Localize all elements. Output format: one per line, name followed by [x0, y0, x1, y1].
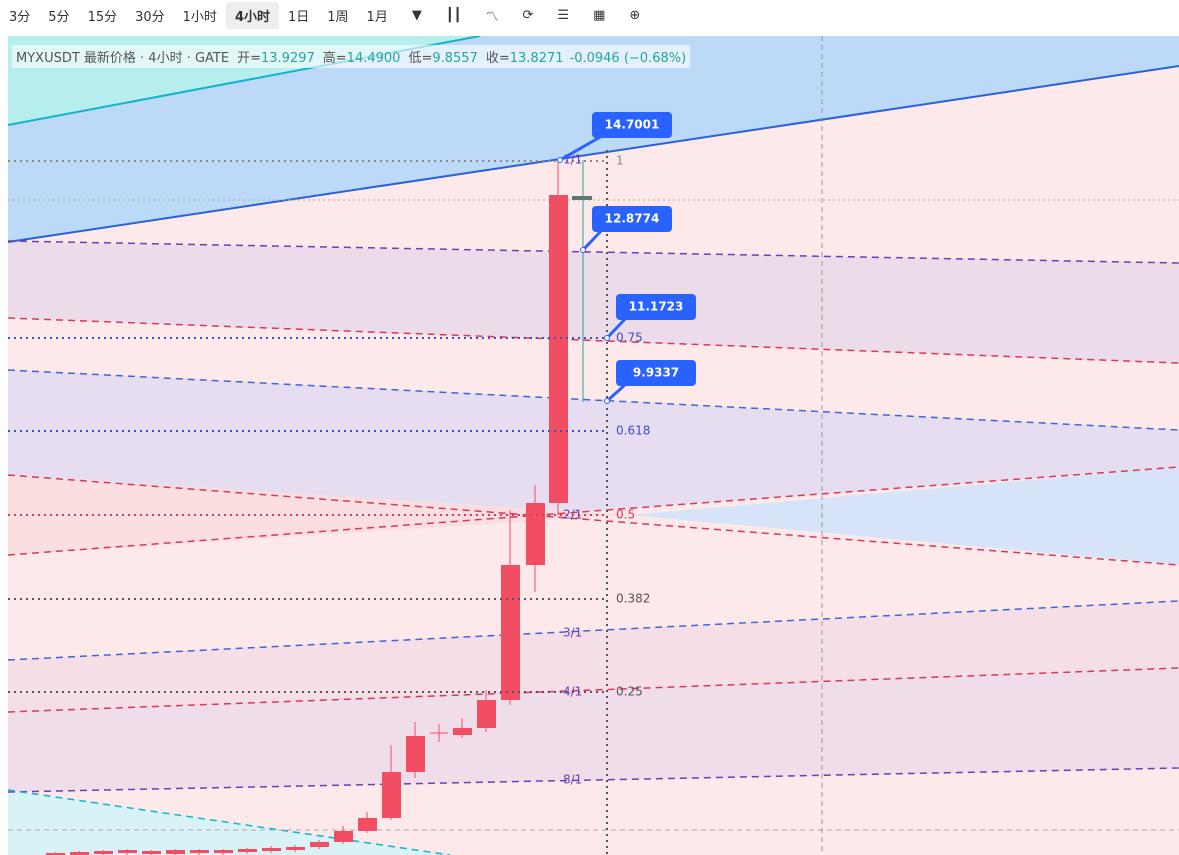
tool-icon[interactable]: ☰ [557, 7, 570, 23]
candle-body [238, 849, 257, 852]
band [8, 668, 1179, 792]
ohlc-value: 13.9297 [261, 51, 315, 66]
candle-body [286, 847, 305, 850]
legend-symbol: MYXUSDT 最新价格 · 4小时 · GATE [16, 51, 230, 66]
fib-label: 0.25 [616, 685, 643, 699]
gann-label: 4/1 [563, 685, 582, 699]
interval-button[interactable]: 5分 [48, 9, 70, 25]
interval-button[interactable]: 4小时 [225, 1, 279, 29]
ohlc-label: 开= [237, 51, 261, 66]
callout-box [616, 294, 696, 320]
ohlc-value: 9.8557 [432, 51, 478, 66]
candle-body [94, 851, 113, 854]
fan-lines [7, 36, 1179, 855]
candle-body [118, 850, 137, 853]
candle-body [382, 772, 401, 818]
price-label: 14.7001 [605, 118, 660, 132]
toolbar: 3分 5分 15分 30分 1小时 4小时 1日 1周 1月 ▼ ┃┃ 〽 ⟳ ☰ ▦ ⊕ [0, 0, 1179, 30]
tool-icon[interactable]: ▼ [411, 7, 422, 23]
candle-body [142, 851, 161, 854]
fib-label: 0.618 [616, 424, 650, 438]
candle-body [310, 842, 329, 847]
interval-button[interactable]: 1周 [327, 9, 349, 25]
price-label: 9.9337 [633, 366, 679, 380]
interval-button[interactable]: 30分 [135, 9, 165, 25]
candle-body [477, 700, 496, 728]
interval-button[interactable]: 1日 [287, 9, 310, 25]
candle-body [406, 736, 425, 772]
fib-label: 1 [616, 154, 624, 168]
ohlc-value: 14.4900 [346, 51, 401, 66]
interval-button[interactable]: 3分 [9, 9, 31, 25]
tool-icon[interactable]: ⟳ [522, 7, 534, 23]
band [8, 601, 1179, 712]
candle-body [501, 565, 520, 700]
band [8, 242, 1179, 363]
candle-body [190, 850, 209, 853]
ohlc-value: 13.8271 [509, 51, 564, 66]
change: -0.0946 (−0.68%) [569, 51, 687, 66]
candles [46, 160, 568, 855]
gann-label: 1/1 [563, 153, 582, 167]
candle-body [526, 503, 545, 565]
fib-label: 0.75 [616, 331, 643, 345]
interval-button[interactable]: 1小时 [182, 9, 217, 25]
legend: MYXUSDT 最新价格 · 4小时 · GATE 开=13.9297 高=14.4… [12, 45, 691, 68]
ohlc-label: 收= [485, 51, 510, 66]
candle-body [262, 848, 281, 851]
callout-point [604, 335, 610, 341]
interval-button[interactable]: 1月 [366, 9, 388, 25]
gann-label: 3/1 [563, 626, 582, 640]
candle-body [334, 831, 353, 842]
candle-body [453, 728, 472, 735]
callout-pointer [559, 134, 603, 162]
gann-label: 8/1 [563, 773, 582, 787]
band [8, 475, 630, 555]
callout-box [592, 112, 672, 138]
price-label: 12.8774 [605, 212, 660, 226]
gann-label: 2/1 [563, 508, 582, 522]
callout-pointer [605, 316, 628, 340]
chart: 1 0.75 0.618 0.5 0.382 0.25 1/1 2/1 3/1 4/1 8/1 14.… [7, 36, 1179, 855]
callout-box [616, 360, 696, 386]
band [630, 467, 1179, 565]
candle-body [214, 850, 233, 853]
tool-icon[interactable]: ▦ [593, 7, 606, 23]
callout-point [557, 157, 563, 163]
tool-icon[interactable]: ┃┃ [445, 7, 462, 23]
tool-icon[interactable]: 〽 [485, 9, 499, 25]
ohlc-label: 低= [408, 51, 433, 66]
fib-label: 0.382 [616, 592, 650, 606]
callout-box [592, 206, 672, 232]
callout-point [580, 247, 586, 253]
ohlc-label: 高= [322, 51, 347, 66]
candle-body [70, 852, 89, 855]
measure-cap [572, 196, 592, 200]
price-label: 11.1723 [629, 300, 684, 314]
fib-label: 0.5 [616, 508, 635, 522]
trend-line [7, 65, 1179, 243]
candle-body [166, 850, 185, 854]
band [8, 36, 1179, 242]
candle-body [46, 853, 65, 855]
callout-pointer [605, 382, 628, 403]
callout-pointer [581, 228, 604, 252]
tool-icon[interactable]: ⊕ [629, 7, 641, 23]
callout-point [604, 398, 610, 404]
interval-button[interactable]: 15分 [87, 9, 118, 25]
candle-body [549, 195, 568, 503]
candle-body [358, 818, 377, 831]
